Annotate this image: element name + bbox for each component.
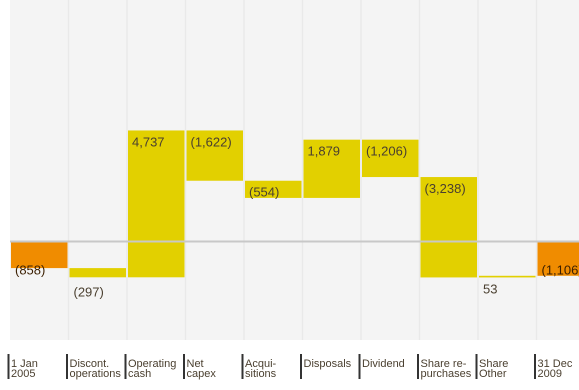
bars [11,130,579,278]
category-label-4-1: sitions [245,368,277,380]
category-label-7-0: Share re- [421,358,467,370]
bar-4 [245,180,302,198]
value-label-5: 1,879 [308,144,341,159]
value-label-9: (1,106) [542,263,579,278]
value-label-8: 53 [483,281,497,296]
bar-9 [537,241,579,276]
value-label-1: (297) [74,284,104,299]
category-label-0-1: 2005 [11,368,35,380]
value-label-6: (1,206) [366,144,407,159]
category-label-7-1: purchases [421,368,472,380]
category-label-2-0: Operating [128,358,176,370]
value-label-7: (3,238) [425,181,466,196]
bar-7 [420,177,477,278]
bar-3 [186,130,243,181]
bar-1 [69,268,126,278]
category-label-4-0: Acqui- [245,358,277,370]
category-label-1-1: operations [70,368,122,380]
category-label-0-0: 1 Jan [11,358,38,370]
category-label-9-1: 2009 [538,368,562,380]
category-label-1-0: Discont. [70,358,110,370]
category-label-6-0: Dividend [362,358,405,370]
category-label-8-0: Share [479,358,508,370]
bar-0 [11,241,68,269]
plot-background [10,0,579,340]
bar-5 [303,139,360,198]
category-label-8-1: Other [479,368,507,380]
bar-8 [479,275,536,278]
value-label-2: 4,737 [132,134,165,149]
category-label-3-0: Net [187,358,204,370]
category-label-2-1: cash [128,368,151,380]
category-label-9-0: 31 Dec [538,358,573,370]
bar-6 [362,139,419,178]
value-label-0: (858) [15,263,45,278]
category-label-5-0: Disposals [304,358,352,370]
value-label-4: (554) [249,185,279,200]
category-separators [67,0,538,340]
category-label-3-1: capex [187,368,217,380]
value-labels: (858) (297) 4,737 (1,622) (554) 1,879 (1,206) (… [15,134,579,299]
bar-2 [128,130,185,278]
value-label-3: (1,622) [191,134,232,149]
